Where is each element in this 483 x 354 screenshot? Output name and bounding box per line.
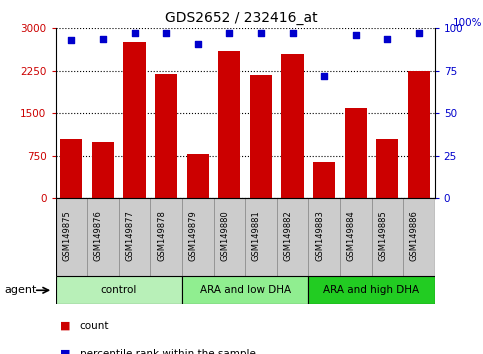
Text: count: count bbox=[80, 321, 109, 331]
Bar bbox=[371, 198, 403, 276]
Text: GSM149876: GSM149876 bbox=[94, 210, 103, 261]
Bar bbox=[340, 198, 371, 276]
Bar bbox=[277, 198, 308, 276]
Text: GSM149881: GSM149881 bbox=[252, 210, 261, 261]
Bar bbox=[345, 108, 367, 198]
Point bbox=[415, 30, 423, 36]
Text: ARA and low DHA: ARA and low DHA bbox=[199, 285, 291, 295]
Text: GSM149882: GSM149882 bbox=[284, 210, 293, 261]
Point bbox=[162, 30, 170, 36]
Text: GSM149883: GSM149883 bbox=[315, 210, 324, 261]
Bar bbox=[218, 51, 241, 198]
Point bbox=[226, 30, 233, 36]
Text: GSM149878: GSM149878 bbox=[157, 210, 166, 261]
Text: GSM149877: GSM149877 bbox=[126, 210, 135, 261]
Point bbox=[384, 36, 391, 41]
Text: ARA and high DHA: ARA and high DHA bbox=[324, 285, 420, 295]
Bar bbox=[119, 198, 150, 276]
Bar bbox=[403, 198, 435, 276]
Point bbox=[68, 38, 75, 43]
Bar bbox=[376, 139, 398, 198]
Bar bbox=[308, 198, 340, 276]
Text: agent: agent bbox=[5, 285, 37, 295]
Point bbox=[257, 30, 265, 36]
Bar bbox=[87, 198, 119, 276]
Text: GSM149875: GSM149875 bbox=[62, 210, 71, 261]
Text: GSM149884: GSM149884 bbox=[347, 210, 355, 261]
Point bbox=[352, 32, 359, 38]
Bar bbox=[282, 54, 304, 198]
Text: percentile rank within the sample: percentile rank within the sample bbox=[80, 349, 256, 354]
Text: GSM149880: GSM149880 bbox=[220, 210, 229, 261]
Text: ■: ■ bbox=[60, 321, 71, 331]
Bar bbox=[186, 154, 209, 198]
Bar bbox=[60, 139, 83, 198]
Y-axis label: 100%: 100% bbox=[453, 18, 482, 28]
Point bbox=[289, 30, 297, 36]
Text: GSM149879: GSM149879 bbox=[189, 210, 198, 261]
Bar bbox=[250, 75, 272, 198]
Bar bbox=[155, 74, 177, 198]
Bar bbox=[308, 276, 435, 304]
Bar bbox=[92, 142, 114, 198]
Bar bbox=[124, 42, 145, 198]
Text: ■: ■ bbox=[60, 349, 71, 354]
Point bbox=[99, 36, 107, 41]
Point bbox=[194, 41, 201, 46]
Text: control: control bbox=[100, 285, 137, 295]
Text: GDS2652 / 232416_at: GDS2652 / 232416_at bbox=[165, 11, 318, 25]
Bar bbox=[56, 198, 87, 276]
Bar bbox=[245, 198, 277, 276]
Text: GSM149886: GSM149886 bbox=[410, 210, 419, 261]
Point bbox=[320, 73, 328, 79]
Bar bbox=[182, 276, 308, 304]
Bar bbox=[408, 72, 430, 198]
Bar bbox=[56, 276, 182, 304]
Bar bbox=[150, 198, 182, 276]
Bar bbox=[182, 198, 213, 276]
Point bbox=[131, 30, 139, 36]
Bar bbox=[213, 198, 245, 276]
Bar bbox=[313, 162, 335, 198]
Text: GSM149885: GSM149885 bbox=[378, 210, 387, 261]
